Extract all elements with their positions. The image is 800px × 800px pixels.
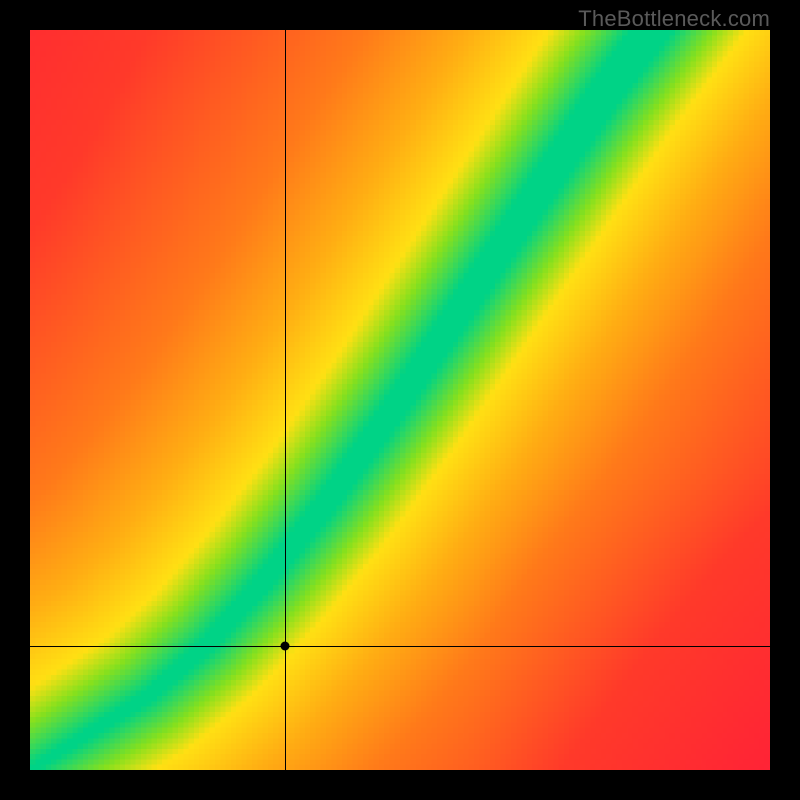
watermark-text: TheBottleneck.com: [578, 6, 770, 32]
crosshair-point-marker: [281, 642, 290, 651]
chart-frame: TheBottleneck.com: [0, 0, 800, 800]
plot-area: [30, 30, 770, 770]
heatmap-canvas: [30, 30, 770, 770]
crosshair-vertical-line: [285, 30, 286, 770]
crosshair-horizontal-line: [30, 646, 770, 647]
